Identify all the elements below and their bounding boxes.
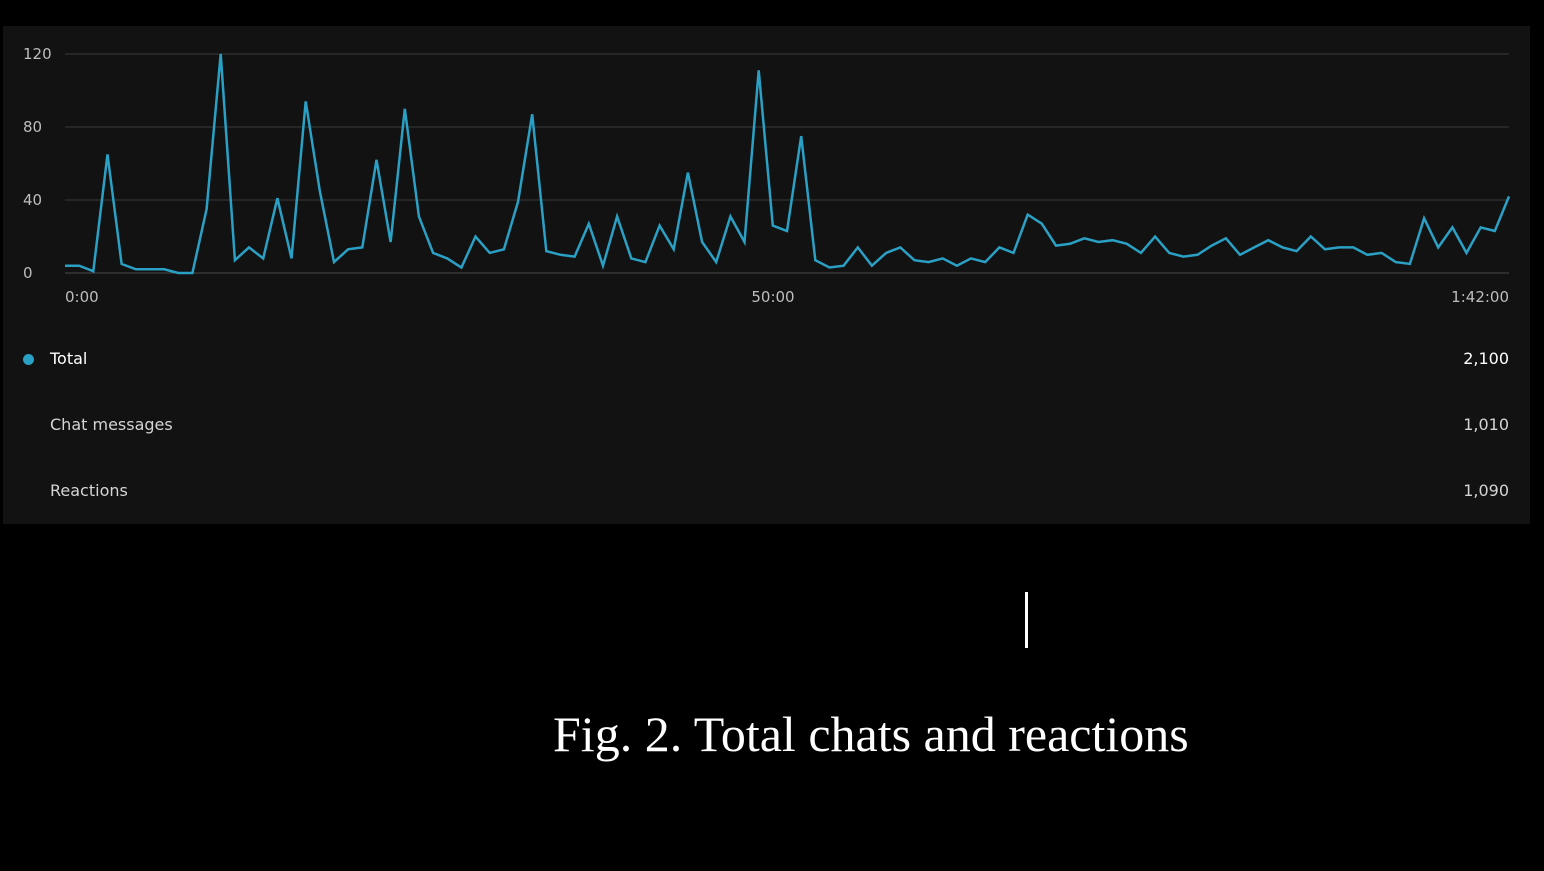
text-cursor: [1025, 592, 1028, 648]
y-tick-label: 40: [23, 191, 42, 209]
chart-panel: 0 40 80 120 0:00 50:00 1:42:00 Total 2,100 Cha…: [3, 26, 1530, 524]
x-tick-label: 1:42:00: [1451, 288, 1509, 306]
y-tick-label: 80: [23, 118, 42, 136]
figure-caption: Fig. 2. Total chats and reactions: [553, 706, 1189, 762]
legend-value-total: 2,100: [1463, 349, 1509, 368]
legend-dot-icon: [23, 354, 34, 365]
series-line-total: [65, 53, 1511, 275]
x-tick-label: 0:00: [65, 288, 99, 306]
legend-value-chat-messages: 1,010: [1463, 415, 1509, 434]
legend-row-total[interactable]: Total 2,100: [3, 345, 1530, 375]
legend-row-reactions[interactable]: Reactions 1,090: [3, 477, 1530, 507]
legend-row-chat-messages[interactable]: Chat messages 1,010: [3, 411, 1530, 441]
x-tick-label: 50:00: [751, 288, 794, 306]
legend-label-chat-messages: Chat messages: [50, 415, 173, 434]
legend-label-total: Total: [50, 349, 88, 368]
legend-label-reactions: Reactions: [50, 481, 128, 500]
line-chart: 0 40 80 120 0:00 50:00 1:42:00: [23, 45, 1511, 306]
legend-value-reactions: 1,090: [1463, 481, 1509, 500]
y-tick-label: 120: [23, 45, 52, 63]
y-tick-label: 0: [23, 264, 33, 282]
